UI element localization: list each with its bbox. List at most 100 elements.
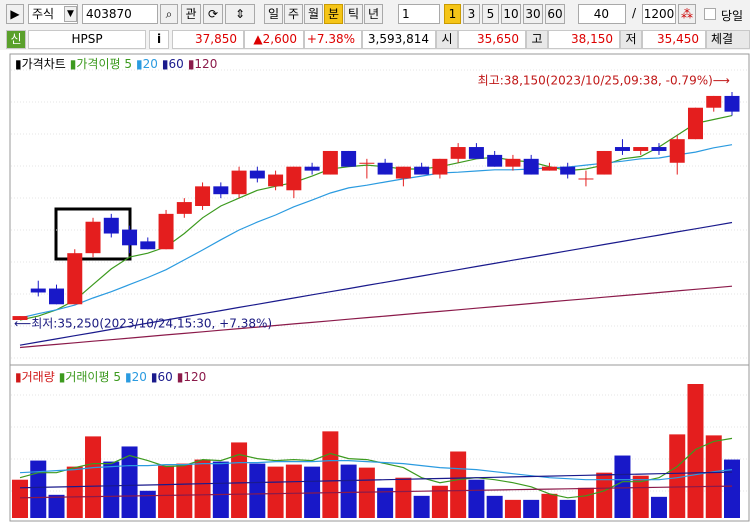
trade-button[interactable]: 체결	[706, 30, 750, 49]
period-tab[interactable]: 년	[364, 4, 383, 24]
legend-entry: 5	[124, 57, 132, 71]
open: 35,650	[458, 30, 526, 49]
high: 38,150	[548, 30, 620, 49]
interval-button[interactable]: 5	[482, 4, 499, 24]
chart-area: 최고:38,150(2023/10/25,09:38, -0.79%)⟶ ⟵최저:…	[9, 53, 750, 522]
count-input[interactable]: 40	[578, 4, 626, 24]
high-label: 고	[526, 30, 548, 49]
menu-icon[interactable]: ▶	[6, 4, 24, 24]
refresh-button[interactable]: ⟳	[203, 4, 223, 24]
volume-bar	[194, 459, 211, 518]
candle-body	[596, 150, 612, 175]
volume-bar	[358, 467, 375, 518]
code: 403870	[86, 7, 132, 21]
legend-ma-title: 가격이평	[76, 57, 120, 71]
candle-body	[12, 316, 28, 320]
interval-button[interactable]: 30	[523, 4, 543, 24]
candle-body	[541, 166, 557, 171]
max-annotation: 최고:38,150(2023/10/25,09:38, -0.79%)⟶	[478, 74, 730, 88]
legend-swatch: ▮	[162, 57, 169, 71]
ma-line	[19, 221, 733, 346]
dropdown-arrow[interactable]: ▼	[64, 6, 77, 22]
volume-bar	[596, 472, 613, 518]
candle-body	[614, 147, 630, 151]
legend-entry: 60	[169, 57, 184, 71]
volume-bar	[285, 464, 302, 518]
ma-line	[19, 485, 733, 499]
legend-entry: 20	[132, 370, 147, 384]
rate: +7.38%	[304, 30, 362, 49]
info-bar: 신 HPSP i 37,850 ▲2,600 +7.38% 3,593,814 …	[0, 28, 750, 50]
volume-bar	[176, 463, 193, 518]
candle-body	[633, 147, 649, 151]
count: 40	[593, 7, 609, 21]
period-tab[interactable]: 틱	[344, 4, 363, 24]
min-annotation: ⟵최저:35,250(2023/10/24,15:30, +7.38%)	[14, 317, 272, 331]
candle-body	[359, 162, 375, 164]
candle-body	[724, 95, 740, 112]
candle-body	[213, 186, 229, 195]
candle-body	[304, 166, 320, 171]
volume-bar	[431, 485, 448, 518]
volume-bar	[66, 466, 83, 518]
volume-bar	[632, 475, 649, 518]
candle-body	[286, 166, 302, 191]
spin-button[interactable]: ⇕	[225, 4, 255, 24]
volume-bar	[504, 499, 521, 518]
total-input[interactable]: 1200	[642, 4, 676, 24]
candle-body	[67, 253, 83, 305]
period-tab[interactable]: 주	[284, 4, 303, 24]
legend-swatch: ▮	[177, 370, 184, 384]
low-label: 저	[620, 30, 642, 49]
candle-body	[322, 150, 338, 175]
legend-swatch: ▮	[15, 57, 22, 71]
candle-body	[651, 147, 667, 151]
legend-swatch: ▮	[136, 57, 143, 71]
volume-bar	[468, 479, 485, 518]
ma-line	[19, 285, 733, 349]
period-tab[interactable]: 월	[304, 4, 323, 24]
separator: /	[632, 6, 637, 20]
candle-body	[560, 166, 576, 175]
period-tab[interactable]: 일	[264, 4, 283, 24]
volume-bar	[48, 494, 65, 518]
legend-entry: 120	[183, 370, 206, 384]
interval-button[interactable]: 60	[545, 4, 565, 24]
memo-button[interactable]: 관	[181, 4, 201, 24]
candle-body	[341, 150, 357, 167]
info-button[interactable]: i	[149, 30, 169, 49]
candle-body	[706, 95, 722, 108]
volume-bar	[705, 435, 722, 518]
candle-body	[122, 229, 138, 246]
price: 37,850	[172, 30, 244, 49]
candle-body	[432, 158, 448, 175]
legend-ma-title: 거래이평	[65, 370, 109, 384]
interval-button[interactable]: 10	[501, 4, 521, 24]
period-tab[interactable]: 분	[324, 4, 343, 24]
ma-line	[19, 460, 733, 481]
legend-title: 가격차트	[22, 57, 66, 71]
volume-bar	[450, 451, 467, 518]
legend-swatch: ▮	[188, 57, 195, 71]
volume-bar	[212, 461, 229, 518]
volume-bar	[12, 479, 28, 518]
code-input[interactable]: 403870	[82, 4, 158, 24]
interval-button[interactable]: 3	[463, 4, 480, 24]
volume-bar	[121, 446, 138, 518]
interval-select[interactable]: 1	[398, 4, 440, 24]
volume-bar	[523, 499, 540, 518]
low: 35,450	[642, 30, 706, 49]
settings-icon[interactable]: ⁂	[678, 4, 696, 24]
today-checkbox[interactable]	[704, 8, 716, 20]
change: ▲2,600	[244, 30, 304, 49]
search-button[interactable]: ⌕	[160, 4, 178, 24]
total: 1200	[643, 7, 675, 21]
interval-button[interactable]: 1	[444, 4, 461, 24]
legend-swatch: ▮	[59, 370, 66, 384]
candle-body	[395, 166, 411, 179]
volume-bar	[486, 495, 503, 518]
volume-bar	[724, 459, 740, 518]
candle-body	[231, 170, 247, 195]
legend-swatch: ▮	[125, 370, 132, 384]
